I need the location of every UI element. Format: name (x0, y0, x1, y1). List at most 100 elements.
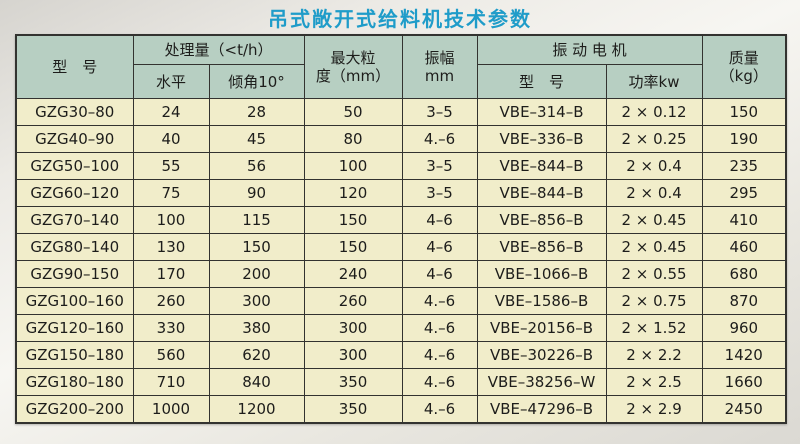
cell-max-particle: 300 (303, 314, 403, 342)
cell-mass: 235 (701, 152, 787, 180)
cell-power: 2 × 1.52 (605, 314, 703, 342)
cell-max-particle: 260 (303, 287, 403, 315)
cell-mass: 680 (701, 260, 787, 288)
cell-mass: 295 (701, 179, 787, 207)
cell-max-particle: 300 (303, 341, 403, 369)
cell-amplitude: 4.–6 (401, 395, 478, 424)
cell-model: GZG30–80 (15, 98, 134, 126)
cell-amplitude: 3–5 (401, 98, 478, 126)
spec-table: 型 号 处理量（<t/h） 最大粒 度（mm） 振幅 mm 振 动 电 机 质量… (15, 34, 788, 424)
cell-motor-model: VBE–336–B (476, 125, 607, 153)
cell-incline: 300 (208, 287, 305, 315)
table-row: GZG90–150 170 200 240 4–6 VBE–1066–B 2 × 0.55 6… (15, 260, 787, 288)
cell-model: GZG40–90 (15, 125, 134, 153)
header-model: 型 号 (15, 34, 134, 99)
cell-motor-model: VBE–1586–B (476, 287, 607, 315)
cell-incline: 56 (208, 152, 305, 180)
cell-mass: 460 (701, 233, 787, 261)
cell-max-particle: 350 (303, 368, 403, 396)
cell-incline: 90 (208, 179, 305, 207)
cell-horizontal: 55 (132, 152, 210, 180)
table-row: GZG200–200 1000 1200 350 4.–6 VBE–47296–B 2 × … (15, 395, 787, 424)
cell-model: GZG200–200 (15, 395, 134, 424)
cell-motor-model: VBE–38256–W (476, 368, 607, 396)
header-motor-power: 功率kw (605, 64, 703, 99)
cell-max-particle: 350 (303, 395, 403, 424)
cell-max-particle: 50 (303, 98, 403, 126)
cell-motor-model: VBE–314–B (476, 98, 607, 126)
cell-motor-model: VBE–856–B (476, 233, 607, 261)
table-row: GZG120–160 330 380 300 4.–6 VBE–20156–B 2 × 1.… (15, 314, 787, 342)
cell-amplitude: 4–6 (401, 206, 478, 234)
cell-model: GZG60–120 (15, 179, 134, 207)
cell-horizontal: 1000 (132, 395, 210, 424)
cell-model: GZG50–100 (15, 152, 134, 180)
cell-incline: 1200 (208, 395, 305, 424)
header-row-sub: 水平 倾角10° 型 号 功率kw (16, 64, 786, 99)
cell-model: GZG70–140 (15, 206, 134, 234)
cell-horizontal: 330 (132, 314, 210, 342)
cell-horizontal: 260 (132, 287, 210, 315)
cell-max-particle: 240 (303, 260, 403, 288)
cell-power: 2 × 0.45 (605, 233, 703, 261)
table-row: GZG40–90 40 45 80 4.–6 VBE–336–B 2 × 0.25 190 (15, 125, 787, 153)
cell-horizontal: 40 (132, 125, 210, 153)
cell-motor-model: VBE–47296–B (476, 395, 607, 424)
cell-amplitude: 3–5 (401, 152, 478, 180)
cell-power: 2 × 2.2 (605, 341, 703, 369)
cell-model: GZG120–160 (15, 314, 134, 342)
header-capacity-horizontal: 水平 (132, 64, 210, 99)
cell-amplitude: 4–6 (401, 260, 478, 288)
cell-motor-model: VBE–844–B (476, 179, 607, 207)
cell-motor-model: VBE–856–B (476, 206, 607, 234)
cell-incline: 115 (208, 206, 305, 234)
cell-mass: 410 (701, 206, 787, 234)
table-row: GZG180–180 710 840 350 4.–6 VBE–38256–W 2 × 2.… (15, 368, 787, 396)
header-motor-group: 振 动 电 机 (476, 34, 703, 65)
header-motor-model: 型 号 (476, 64, 607, 99)
table-row: GZG80–140 130 150 150 4–6 VBE–856–B 2 × 0.45 46… (15, 233, 787, 261)
header-amplitude: 振幅 mm (401, 34, 478, 99)
cell-mass: 190 (701, 125, 787, 153)
cell-amplitude: 4.–6 (401, 314, 478, 342)
table-row: GZG100–160 260 300 260 4.–6 VBE–1586–B 2 × 0.7… (15, 287, 787, 315)
cell-horizontal: 130 (132, 233, 210, 261)
cell-incline: 150 (208, 233, 305, 261)
cell-model: GZG180–180 (15, 368, 134, 396)
cell-mass: 870 (701, 287, 787, 315)
cell-mass: 1420 (701, 341, 787, 369)
cell-power: 2 × 0.4 (605, 152, 703, 180)
cell-power: 2 × 2.9 (605, 395, 703, 424)
cell-amplitude: 4.–6 (401, 368, 478, 396)
cell-horizontal: 560 (132, 341, 210, 369)
cell-amplitude: 4–6 (401, 233, 478, 261)
cell-mass: 1660 (701, 368, 787, 396)
cell-max-particle: 150 (303, 206, 403, 234)
cell-model: GZG100–160 (15, 287, 134, 315)
cell-motor-model: VBE–844–B (476, 152, 607, 180)
cell-incline: 380 (208, 314, 305, 342)
table-row: GZG60–120 75 90 120 3–5 VBE–844–B 2 × 0.4 295 (15, 179, 787, 207)
cell-model: GZG150–180 (15, 341, 134, 369)
cell-incline: 28 (208, 98, 305, 126)
cell-max-particle: 120 (303, 179, 403, 207)
cell-mass: 2450 (701, 395, 787, 424)
cell-max-particle: 80 (303, 125, 403, 153)
cell-power: 2 × 0.45 (605, 206, 703, 234)
page-title: 吊式敞开式给料机技术参数 (268, 7, 532, 31)
table-row: GZG150–180 560 620 300 4.–6 VBE–30226–B 2 × 2.… (15, 341, 787, 369)
cell-power: 2 × 2.5 (605, 368, 703, 396)
cell-max-particle: 150 (303, 233, 403, 261)
cell-model: GZG90–150 (15, 260, 134, 288)
header-row-top: 型 号 处理量（<t/h） 最大粒 度（mm） 振幅 mm 振 动 电 机 质量… (15, 34, 787, 99)
table-row: GZG50–100 55 56 100 3–5 VBE–844–B 2 × 0.4 235 (15, 152, 787, 180)
cell-horizontal: 710 (132, 368, 210, 396)
cell-amplitude: 4.–6 (401, 287, 478, 315)
cell-motor-model: VBE–30226–B (476, 341, 607, 369)
cell-power: 2 × 0.25 (605, 125, 703, 153)
table-body: GZG30–80 24 28 50 3–5 VBE–314–B 2 × 0.12 150 GZG… (15, 98, 787, 424)
cell-power: 2 × 0.75 (605, 287, 703, 315)
cell-mass: 150 (701, 98, 787, 126)
header-max-particle: 最大粒 度（mm） (303, 34, 403, 99)
